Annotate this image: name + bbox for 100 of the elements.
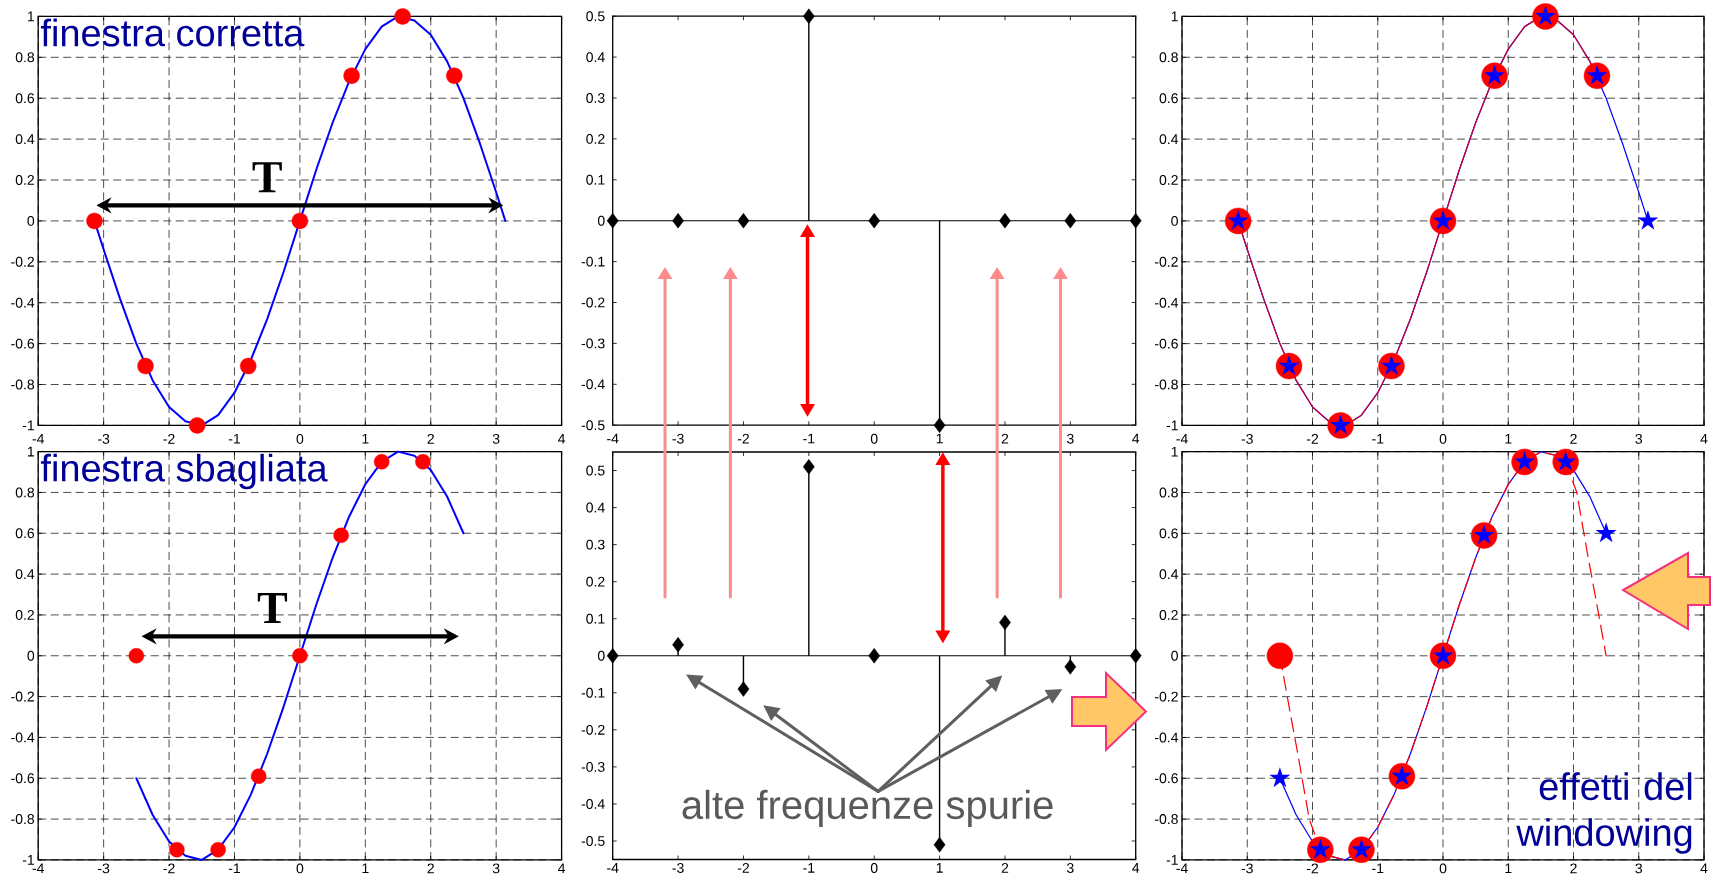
x-tick-label: -1 [228,433,241,444]
y-tick-label: 0 [1171,215,1178,226]
y-tick-label: -0.1 [581,256,605,267]
x-tick-label: -2 [163,863,175,874]
y-tick-label: -0.6 [11,338,35,349]
annotation: T [257,592,288,624]
y-tick-label: -0.2 [1154,691,1178,702]
y-tick-label: -0.4 [581,379,605,390]
x-tick-label: 1 [1505,863,1512,874]
x-tick-label: 2 [1570,863,1577,874]
y-tick-label: -1 [22,855,34,865]
y-tick-label: 0.4 [1159,134,1179,145]
x-tick-label: 3 [492,863,500,874]
chart-title: finestra sbagliata [40,453,328,490]
x-tick-label: -2 [1306,433,1319,444]
x-tick-label: 0 [1439,863,1447,874]
x-tick-label: 4 [558,863,566,874]
y-tick-label: 0 [1171,650,1178,661]
y-tick-label: 0.6 [15,93,35,104]
x-tick-label: -1 [803,433,815,444]
x-tick-label: -4 [607,863,619,873]
y-tick-label: 1 [27,446,34,457]
x-tick-label: 2 [1570,433,1577,444]
x-tick-label: 4 [1132,863,1140,873]
x-tick-label: 3 [1635,863,1643,874]
y-tick-label: 0 [27,215,35,226]
x-tick-label: 3 [1635,433,1643,444]
x-tick-label: -3 [672,433,684,444]
y-tick-label: 0.4 [15,134,35,145]
y-tick-label: 0.1 [586,613,605,624]
x-tick-label: 4 [1700,863,1708,874]
y-tick-label: 0.6 [1159,528,1178,539]
x-tick-label: -4 [1176,433,1188,444]
x-tick-label: 0 [296,433,304,444]
y-tick-label: 1 [1171,11,1178,22]
y-tick-label: -0.8 [1154,814,1178,825]
y-tick-label: -0.6 [11,773,35,784]
y-tick-label: -1 [1166,420,1178,431]
x-tick-label: 0 [296,863,304,874]
y-tick-label: 0.2 [1159,175,1178,185]
y-tick-label: -0.6 [1154,338,1178,349]
chart-title: finestra corretta [40,18,305,47]
y-tick-label: 0.1 [586,174,605,185]
x-tick-label: 4 [1132,433,1140,444]
annotation: T [252,162,282,193]
x-tick-label: 1 [936,863,943,873]
y-tick-label: 0.3 [586,93,605,103]
y-tick-label: -1 [1166,855,1178,865]
text: effetti del windowing [1516,772,1692,854]
annotation: alte frequenze spurie [682,789,1053,828]
x-tick-label: -3 [98,433,110,444]
y-tick-label: 0.5 [586,465,605,476]
y-tick-label: -0.4 [1154,297,1179,308]
x-tick-label: 2 [427,863,434,874]
y-tick-label: 0.2 [586,576,605,587]
y-tick-label: 0.4 [15,569,35,580]
y-tick-label: -0.8 [11,379,35,390]
x-tick-label: -4 [607,433,619,444]
y-tick-label: 0.8 [15,487,35,498]
y-tick-label: 0.8 [1159,52,1178,63]
y-tick-label: -0.2 [581,724,605,735]
y-tick-label: -1 [22,420,34,431]
y-tick-label: 0 [597,650,605,661]
y-tick-label: 0.3 [586,539,605,550]
y-tick-label: 0.6 [15,528,35,539]
x-tick-label: -2 [163,433,175,444]
x-tick-label: 0 [870,433,878,444]
x-tick-label: 3 [492,433,500,444]
x-tick-label: 1 [362,433,369,444]
y-tick-label: -0.1 [581,687,605,698]
x-tick-label: 2 [1001,863,1009,873]
x-tick-label: 0 [870,863,878,873]
x-tick-label: -2 [1306,863,1319,874]
y-tick-label: -0.2 [1154,256,1178,267]
x-tick-label: -3 [98,863,110,874]
x-tick-label: -2 [737,433,749,444]
x-tick-label: 0 [1439,433,1447,444]
x-tick-label: -4 [32,433,45,444]
y-tick-label: -0.8 [1154,379,1178,390]
x-tick-label: -3 [1241,863,1253,874]
y-tick-label: -0.2 [11,691,34,702]
y-tick-label: -0.2 [581,297,605,308]
y-tick-label: 0.8 [1159,487,1178,498]
x-tick-label: -1 [803,863,815,873]
x-tick-label: -3 [672,863,684,873]
x-tick-label: -1 [1372,433,1384,444]
x-tick-label: 4 [558,433,566,444]
y-tick-label: -0.6 [1154,773,1178,784]
x-tick-label: 3 [1066,433,1074,444]
y-tick-label: -0.8 [11,814,35,825]
x-tick-label: 1 [1505,433,1512,444]
y-tick-label: 0.4 [586,502,605,513]
y-tick-label: 0.4 [1159,569,1179,580]
y-tick-label: 1 [1171,446,1178,457]
y-tick-label: 1 [27,11,34,22]
x-tick-label: 2 [1001,433,1009,444]
y-tick-label: 0.2 [15,609,34,620]
y-tick-label: -0.4 [11,297,35,308]
x-tick-label: 1 [362,863,369,874]
y-tick-label: 0.2 [15,175,34,185]
